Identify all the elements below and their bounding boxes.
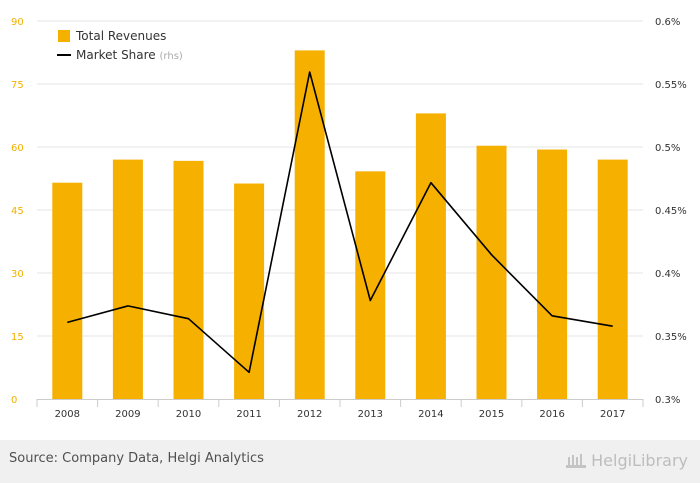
x-tick-label: 2008	[55, 409, 80, 420]
right-axis: 0.3% 0.35% 0.4% 0.45% 0.5% 0.55% 0.6%	[655, 17, 687, 406]
left-tick-label: 45	[11, 206, 24, 217]
legend-rhs-suffix: (rhs)	[160, 51, 183, 62]
left-tick-label: 60	[11, 143, 24, 154]
right-tick-label: 0.3%	[655, 395, 680, 406]
bar	[112, 159, 143, 399]
chart: 0 15 30 45 60 75 90 0.3% 0.35% 0.4% 0.45% 0.5% 0.55…	[11, 17, 687, 420]
line-series	[67, 71, 613, 374]
left-tick-label: 90	[11, 17, 24, 28]
x-tick-label: 2012	[297, 409, 322, 420]
left-tick-label: 15	[11, 332, 24, 343]
right-tick-label: 0.5%	[655, 143, 680, 154]
source-note: Source: Company Data, Helgi Analytics	[9, 451, 264, 466]
bar	[234, 183, 265, 399]
bar	[52, 182, 83, 399]
bar	[537, 149, 568, 399]
bar	[355, 171, 386, 399]
x-tick-label: 2011	[236, 409, 261, 420]
x-tick-label: 2015	[479, 409, 504, 420]
legend: Total Revenues Market Share (rhs)	[57, 29, 183, 62]
legend-label-revenues: Total Revenues	[75, 29, 166, 43]
right-tick-label: 0.4%	[655, 269, 680, 280]
right-tick-label: 0.55%	[655, 80, 687, 91]
x-tick-label: 2014	[418, 409, 443, 420]
bar	[294, 50, 325, 400]
legend-label-market-share: Market Share (rhs)	[76, 48, 183, 62]
library-icon	[566, 454, 587, 468]
bar	[415, 113, 446, 400]
legend-swatch-revenues	[58, 30, 70, 42]
x-tick-label: 2016	[539, 409, 564, 420]
x-axis: 2008 2009 2010 2011 2012 2013 2014 2015 2016 2017	[36, 399, 644, 420]
logo-text: HelgiLibrary	[591, 450, 688, 470]
left-tick-label: 75	[11, 80, 24, 91]
x-tick-label: 2017	[600, 409, 625, 420]
left-tick-label: 0	[11, 395, 17, 406]
right-tick-label: 0.6%	[655, 17, 680, 28]
bar	[476, 145, 507, 399]
x-tick-label: 2013	[358, 409, 383, 420]
footer: Source: Company Data, Helgi Analytics He…	[0, 440, 700, 483]
x-tick-label: 2009	[115, 409, 140, 420]
left-tick-label: 30	[11, 269, 24, 280]
right-tick-label: 0.45%	[655, 206, 687, 217]
x-tick-label: 2010	[176, 409, 201, 420]
bar-series	[52, 50, 628, 400]
market-share-line	[67, 71, 613, 374]
bar	[173, 160, 204, 399]
right-tick-label: 0.35%	[655, 332, 687, 343]
left-axis: 0 15 30 45 60 75 90	[11, 17, 24, 406]
helgi-library-logo[interactable]: HelgiLibrary	[565, 448, 688, 472]
bar	[597, 159, 628, 399]
